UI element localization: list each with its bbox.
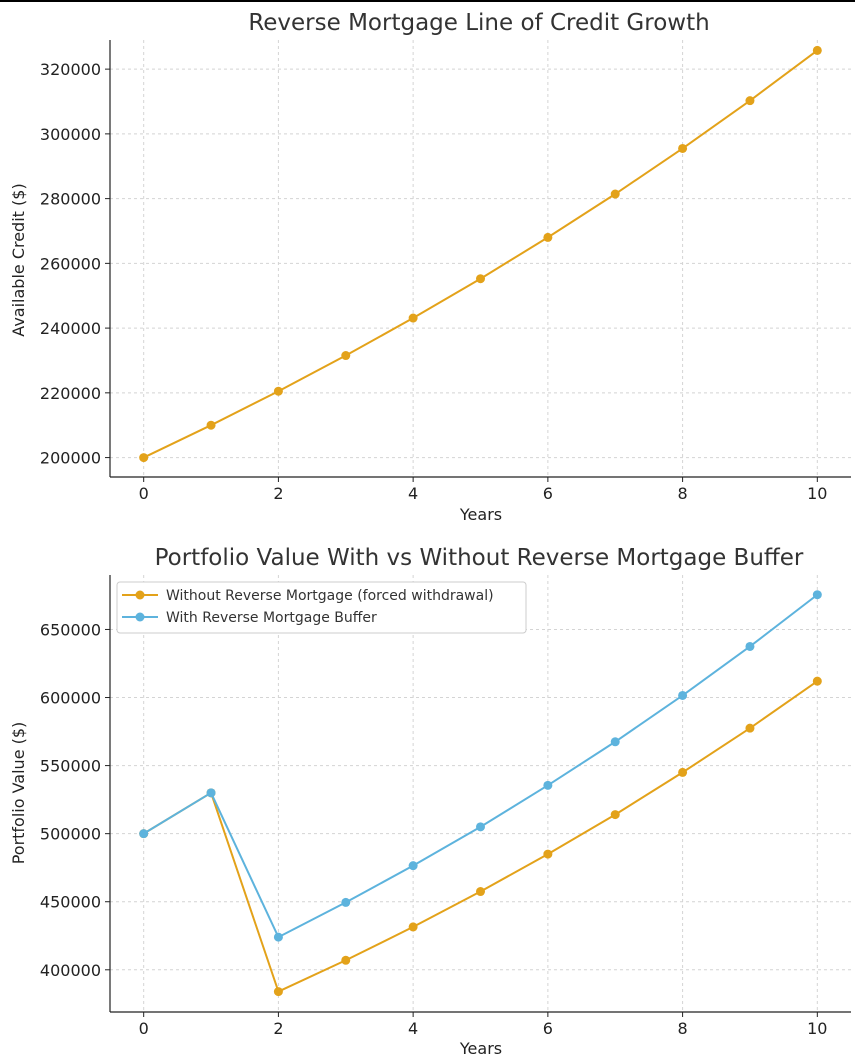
data-point bbox=[341, 351, 351, 361]
x-tick-label: 4 bbox=[408, 1019, 418, 1038]
y-tick-label: 600000 bbox=[40, 689, 101, 708]
data-point bbox=[610, 189, 620, 199]
data-point bbox=[341, 897, 351, 907]
data-point bbox=[543, 780, 553, 790]
data-point bbox=[610, 737, 620, 747]
x-tick-label: 10 bbox=[807, 484, 827, 503]
y-tick-label: 320000 bbox=[40, 60, 101, 79]
data-point bbox=[812, 590, 822, 600]
data-point bbox=[206, 788, 216, 798]
data-point bbox=[745, 96, 755, 106]
x-tick-label: 0 bbox=[139, 484, 149, 503]
y-tick-label: 220000 bbox=[40, 384, 101, 403]
legend: Without Reverse Mortgage (forced withdra… bbox=[116, 581, 527, 634]
data-point bbox=[678, 143, 688, 153]
x-tick-label: 4 bbox=[408, 484, 418, 503]
grid bbox=[110, 40, 851, 477]
grid bbox=[110, 575, 851, 1012]
legend-marker-without bbox=[135, 590, 145, 600]
x-tick-label: 2 bbox=[273, 1019, 283, 1038]
chart-title: Portfolio Value With vs Without Reverse … bbox=[155, 545, 804, 571]
top-border bbox=[0, 0, 855, 2]
data-point bbox=[341, 955, 351, 965]
data-point bbox=[206, 420, 216, 430]
data-point bbox=[139, 453, 149, 463]
y-tick-label: 260000 bbox=[40, 254, 101, 273]
y-tick-label: 450000 bbox=[40, 893, 101, 912]
data-point bbox=[408, 313, 418, 323]
y-tick-label: 400000 bbox=[40, 961, 101, 980]
y-tick-label: 300000 bbox=[40, 125, 101, 144]
chart-title: Reverse Mortgage Line of Credit Growth bbox=[248, 10, 709, 36]
x-tick-label: 2 bbox=[273, 484, 283, 503]
axes: 0 2 4 6 8 10 200000 220000 240000 260000 280000 300… bbox=[40, 40, 851, 503]
data-point bbox=[812, 676, 822, 686]
axes: 0 2 4 6 8 10 400000 450000 500000 550000 600000 650… bbox=[40, 575, 851, 1038]
x-tick-label: 8 bbox=[677, 484, 687, 503]
data-point bbox=[745, 723, 755, 733]
series-line-0 bbox=[143, 49, 818, 459]
x-axis-label: Years bbox=[459, 505, 502, 524]
data-point bbox=[273, 932, 283, 942]
legend-label-with: With Reverse Mortgage Buffer bbox=[166, 610, 377, 626]
y-axis-label: Available Credit ($) bbox=[9, 183, 28, 336]
data-point bbox=[273, 987, 283, 997]
data-point bbox=[139, 829, 149, 839]
data-point bbox=[408, 922, 418, 932]
data-point bbox=[408, 861, 418, 871]
y-tick-label: 550000 bbox=[40, 757, 101, 776]
legend-label-without: Without Reverse Mortgage (forced withdra… bbox=[166, 588, 494, 604]
plot-area bbox=[139, 590, 822, 997]
data-point bbox=[543, 849, 553, 859]
y-tick-label: 500000 bbox=[40, 825, 101, 844]
data-point bbox=[273, 386, 283, 396]
series-line-0 bbox=[143, 680, 818, 993]
x-tick-label: 8 bbox=[677, 1019, 687, 1038]
data-point bbox=[678, 690, 688, 700]
data-point bbox=[610, 810, 620, 820]
data-point bbox=[476, 274, 485, 284]
y-tick-label: 240000 bbox=[40, 319, 101, 338]
data-point bbox=[745, 641, 755, 651]
x-tick-label: 0 bbox=[139, 1019, 149, 1038]
legend-marker-with bbox=[135, 612, 145, 622]
data-point bbox=[476, 887, 485, 897]
data-point bbox=[678, 767, 688, 777]
portfolio-value-chart: Portfolio Value With vs Without Reverse … bbox=[9, 545, 851, 1058]
y-tick-label: 650000 bbox=[40, 620, 101, 639]
x-tick-label: 6 bbox=[543, 484, 553, 503]
legend-box bbox=[116, 581, 527, 634]
data-point bbox=[543, 232, 553, 242]
y-axis-label: Portfolio Value ($) bbox=[9, 722, 28, 865]
data-point bbox=[812, 45, 822, 55]
y-tick-label: 200000 bbox=[40, 449, 101, 468]
plot-area bbox=[139, 45, 822, 463]
data-point bbox=[476, 822, 485, 832]
y-tick-label: 280000 bbox=[40, 190, 101, 209]
x-axis-label: Years bbox=[459, 1039, 502, 1058]
credit-growth-chart: Reverse Mortgage Line of Credit Growth Y… bbox=[9, 10, 851, 524]
x-tick-label: 10 bbox=[807, 1019, 827, 1038]
x-tick-label: 6 bbox=[543, 1019, 553, 1038]
